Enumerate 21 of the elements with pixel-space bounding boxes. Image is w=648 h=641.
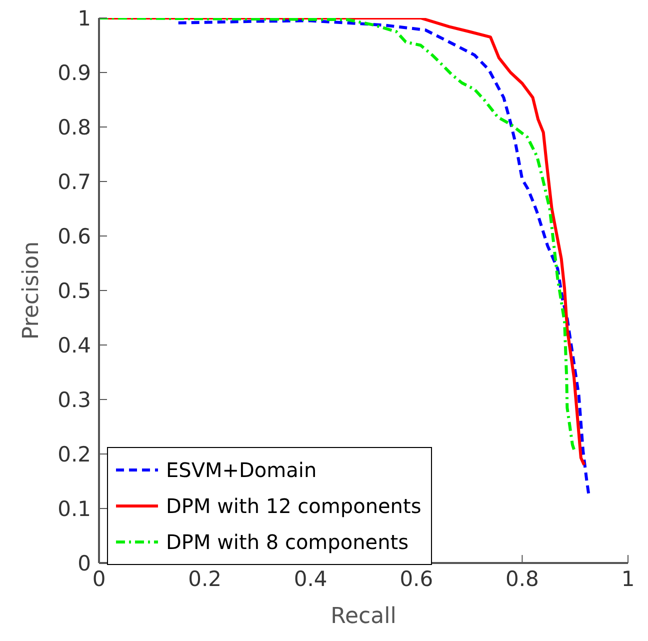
y-tick-label: 0.8 bbox=[58, 115, 91, 140]
y-tick-label: 0.3 bbox=[58, 388, 91, 412]
legend-label: DPM with 8 components bbox=[166, 529, 409, 556]
y-tick-label: 0.7 bbox=[58, 170, 91, 194]
legend-label: DPM with 12 components bbox=[166, 493, 422, 520]
x-tick-label: 0.8 bbox=[505, 566, 539, 591]
x-tick-label: 0.4 bbox=[294, 566, 328, 591]
x-tick-label: 1 bbox=[621, 566, 635, 591]
y-tick-label: 0.1 bbox=[58, 496, 91, 521]
y-tick-label: 0.6 bbox=[58, 224, 91, 248]
y-tick-label: 0.4 bbox=[58, 333, 91, 358]
x-axis-title: Recall bbox=[330, 604, 396, 629]
y-tick-label: 0.5 bbox=[58, 278, 91, 303]
y-tick-label: 0.2 bbox=[58, 442, 91, 466]
x-tick-label: 0.2 bbox=[188, 566, 222, 591]
y-tick-label: 0 bbox=[78, 551, 91, 576]
x-tick-label: 0.6 bbox=[400, 566, 434, 591]
y-tick-label: 0.9 bbox=[58, 60, 91, 85]
y-tick-label: 1 bbox=[78, 6, 91, 30]
y-axis-title: Precision bbox=[18, 241, 44, 340]
legend-label: ESVM+Domain bbox=[166, 457, 317, 484]
